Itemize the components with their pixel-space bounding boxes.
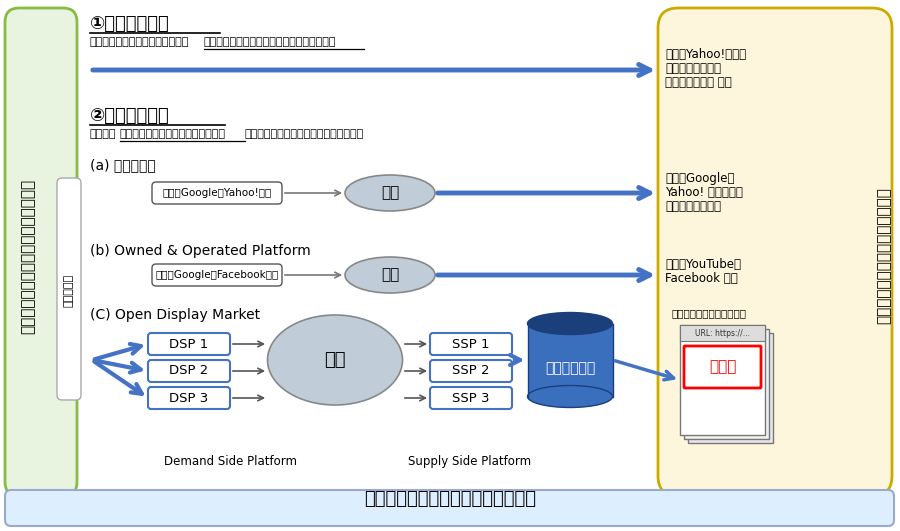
Text: Supply Side Platform: Supply Side Platform (409, 455, 532, 468)
Text: パブリッシャー（広告枠を販売）: パブリッシャー（広告枠を販売） (877, 187, 892, 324)
Text: ②運用型広告：: ②運用型広告： (90, 107, 170, 125)
FancyBboxPatch shape (430, 360, 512, 382)
Text: ［例：Google、: ［例：Google、 (665, 172, 734, 185)
Ellipse shape (345, 257, 435, 293)
Text: DSP 1: DSP 1 (169, 338, 209, 350)
Text: 広告主（広告枠を買って広告を出稿）: 広告主（広告枠を買って広告を出稿） (21, 178, 35, 333)
Text: 契約後、: 契約後、 (90, 129, 116, 139)
Ellipse shape (527, 386, 613, 407)
Bar (527, 323, 613, 397)
Text: Demand Side Platform: Demand Side Platform (164, 455, 296, 468)
Text: 広告代理店: 広告代理店 (64, 273, 74, 306)
Text: 契約の時点で、広告の出稿に係る: 契約の時点で、広告の出稿に係る (90, 37, 189, 47)
Text: Facebook 等］: Facebook 等］ (665, 272, 738, 285)
Ellipse shape (267, 315, 402, 405)
FancyBboxPatch shape (658, 8, 892, 496)
Text: DSP 3: DSP 3 (169, 391, 209, 405)
Text: 仲介（プラットフォーム事業者等）: 仲介（プラットフォーム事業者等） (364, 490, 536, 508)
Text: 入札: 入札 (324, 351, 346, 369)
FancyBboxPatch shape (430, 387, 512, 409)
Text: 出稿に係る条件を変更しながら運用: 出稿に係る条件を変更しながら運用 (120, 129, 226, 139)
Text: ［例：Google、Facebook等］: ［例：Google、Facebook等］ (156, 270, 279, 280)
Text: Yahoo! 等が提供す: Yahoo! 等が提供す (665, 186, 742, 199)
Text: ［例：Google、Yahoo!等］: ［例：Google、Yahoo!等］ (162, 188, 272, 198)
Text: 入札: 入札 (381, 185, 399, 201)
Text: URL: https://...: URL: https://... (695, 329, 750, 338)
Text: SSP 2: SSP 2 (452, 364, 490, 378)
Text: (b) Owned & Operated Platform: (b) Owned & Operated Platform (90, 244, 310, 258)
FancyBboxPatch shape (148, 360, 230, 382)
Text: ［例：YouTube、: ［例：YouTube、 (665, 258, 741, 271)
Text: SSP 1: SSP 1 (452, 338, 490, 350)
FancyBboxPatch shape (430, 333, 512, 355)
Text: ページの広告枠 等］: ページの広告枠 等］ (665, 76, 732, 89)
FancyBboxPatch shape (152, 182, 282, 204)
Bar (680, 325, 765, 341)
Bar (684, 329, 769, 439)
FancyBboxPatch shape (148, 333, 230, 355)
FancyBboxPatch shape (5, 490, 894, 526)
Text: （例：入札によって広告単価等が決定）: （例：入札によって広告単価等が決定） (245, 129, 364, 139)
Text: 条件（価格、掲載期間、掲載場所等）が確定: 条件（価格、掲載期間、掲載場所等）が確定 (204, 37, 337, 47)
Text: DSP 2: DSP 2 (169, 364, 209, 378)
Bar (688, 333, 773, 443)
Text: る検索サービス］: る検索サービス］ (665, 200, 721, 213)
Bar (680, 325, 765, 435)
FancyBboxPatch shape (148, 387, 230, 409)
Text: ルサイトのトップ: ルサイトのトップ (665, 62, 721, 75)
FancyBboxPatch shape (5, 8, 77, 496)
FancyBboxPatch shape (684, 346, 761, 388)
Text: (a) 検索連動型: (a) 検索連動型 (90, 158, 156, 172)
Ellipse shape (527, 313, 613, 335)
FancyBboxPatch shape (57, 178, 81, 400)
Text: SSP 3: SSP 3 (452, 391, 490, 405)
Text: 入札: 入札 (381, 268, 399, 282)
Text: 広告枠: 広告枠 (709, 359, 736, 374)
Text: (C) Open Display Market: (C) Open Display Market (90, 308, 260, 322)
Text: アドサーバー: アドサーバー (544, 361, 595, 375)
Text: ［その他サイト／アプリ］: ［その他サイト／アプリ］ (672, 308, 747, 318)
Ellipse shape (345, 175, 435, 211)
Text: ①予約型広告：: ①予約型広告： (90, 15, 170, 33)
FancyBboxPatch shape (152, 264, 282, 286)
Text: ［例：Yahoo!ポータ: ［例：Yahoo!ポータ (665, 48, 746, 61)
